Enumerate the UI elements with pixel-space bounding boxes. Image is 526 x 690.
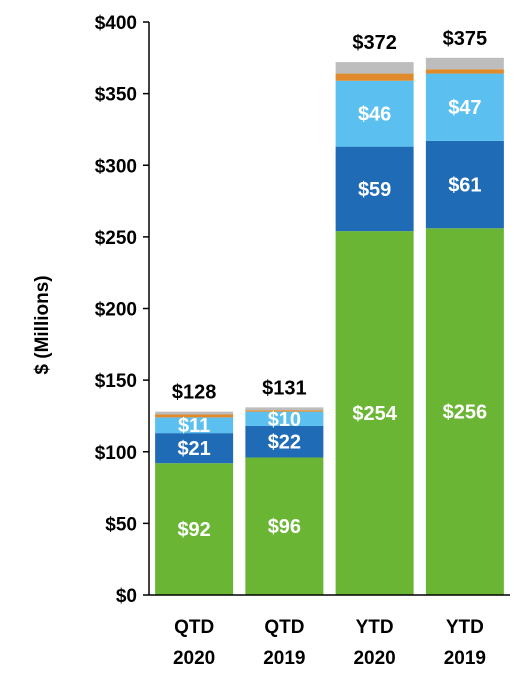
bar-total-label: $131 bbox=[262, 377, 307, 399]
y-tick-label: $400 bbox=[95, 13, 137, 34]
bar-segment bbox=[335, 62, 414, 74]
segment-label: $92 bbox=[177, 519, 210, 541]
data-labels: $92 $21$11 $128 $96 $22$10 $131 $254 $59 $46 $372… bbox=[172, 28, 487, 541]
bar-segment bbox=[425, 140, 504, 229]
bar-segment bbox=[155, 414, 234, 418]
segment-label: $47 bbox=[448, 97, 481, 119]
y-tick-label: $350 bbox=[95, 85, 137, 106]
bar-total-label: $128 bbox=[172, 382, 217, 404]
bar-segment bbox=[335, 80, 414, 147]
x-category-label: 2019 bbox=[444, 648, 486, 669]
y-tick-label: $0 bbox=[116, 586, 137, 607]
bar-segment bbox=[335, 73, 414, 81]
y-tick-label: $250 bbox=[95, 228, 137, 249]
x-category-label: 2020 bbox=[353, 648, 395, 669]
bar-segment bbox=[425, 57, 504, 70]
y-tick-label: $50 bbox=[105, 514, 137, 535]
segment-label: $59 bbox=[358, 179, 391, 201]
y-axis-label: $ (Millions) bbox=[32, 275, 53, 374]
bar-segment bbox=[425, 228, 504, 595]
segment-label: $61 bbox=[448, 175, 481, 197]
segment-label: $254 bbox=[352, 403, 397, 425]
bar-segment bbox=[155, 417, 234, 434]
x-category-label: YTD bbox=[356, 617, 394, 638]
y-tick-label: $200 bbox=[95, 300, 137, 321]
segment-label: $11 bbox=[178, 415, 210, 437]
bar-segment bbox=[335, 146, 414, 232]
segment-label: $96 bbox=[268, 516, 301, 538]
bar-segment bbox=[335, 231, 414, 595]
y-axis: $0 $50 $100 $150 $200 $250 $300 $350 $400 bbox=[95, 13, 150, 607]
x-category-label: YTD bbox=[446, 617, 484, 638]
bar-segment bbox=[425, 69, 504, 74]
bar-segment bbox=[155, 411, 234, 415]
x-category-label: QTD bbox=[174, 617, 214, 638]
bar-total-label: $372 bbox=[352, 32, 397, 54]
x-category-label: 2020 bbox=[173, 648, 215, 669]
y-tick-label: $300 bbox=[95, 156, 137, 177]
segment-label: $46 bbox=[358, 104, 391, 126]
y-tick-label: $100 bbox=[95, 443, 137, 464]
bar-segment bbox=[245, 407, 324, 411]
x-category-label: 2019 bbox=[263, 648, 305, 669]
bars bbox=[155, 57, 504, 595]
bar-segment bbox=[245, 411, 324, 426]
segment-label: $256 bbox=[443, 402, 488, 424]
segment-label: $21 bbox=[177, 438, 210, 460]
bar-segment bbox=[155, 463, 234, 595]
segment-label: $22 bbox=[268, 432, 301, 454]
bar-segment bbox=[245, 410, 324, 412]
x-category-label: QTD bbox=[264, 617, 304, 638]
y-tick-label: $150 bbox=[95, 371, 137, 392]
bar-segment bbox=[245, 457, 324, 595]
bar-segment bbox=[245, 425, 324, 458]
bar-segment bbox=[425, 73, 504, 141]
bar-segment bbox=[155, 433, 234, 464]
x-axis: QTD 2020 QTD 2019 YTD 2020 YTD 2019 bbox=[149, 594, 510, 669]
bar-total-label: $375 bbox=[443, 28, 488, 50]
segment-label: $10 bbox=[268, 409, 301, 431]
